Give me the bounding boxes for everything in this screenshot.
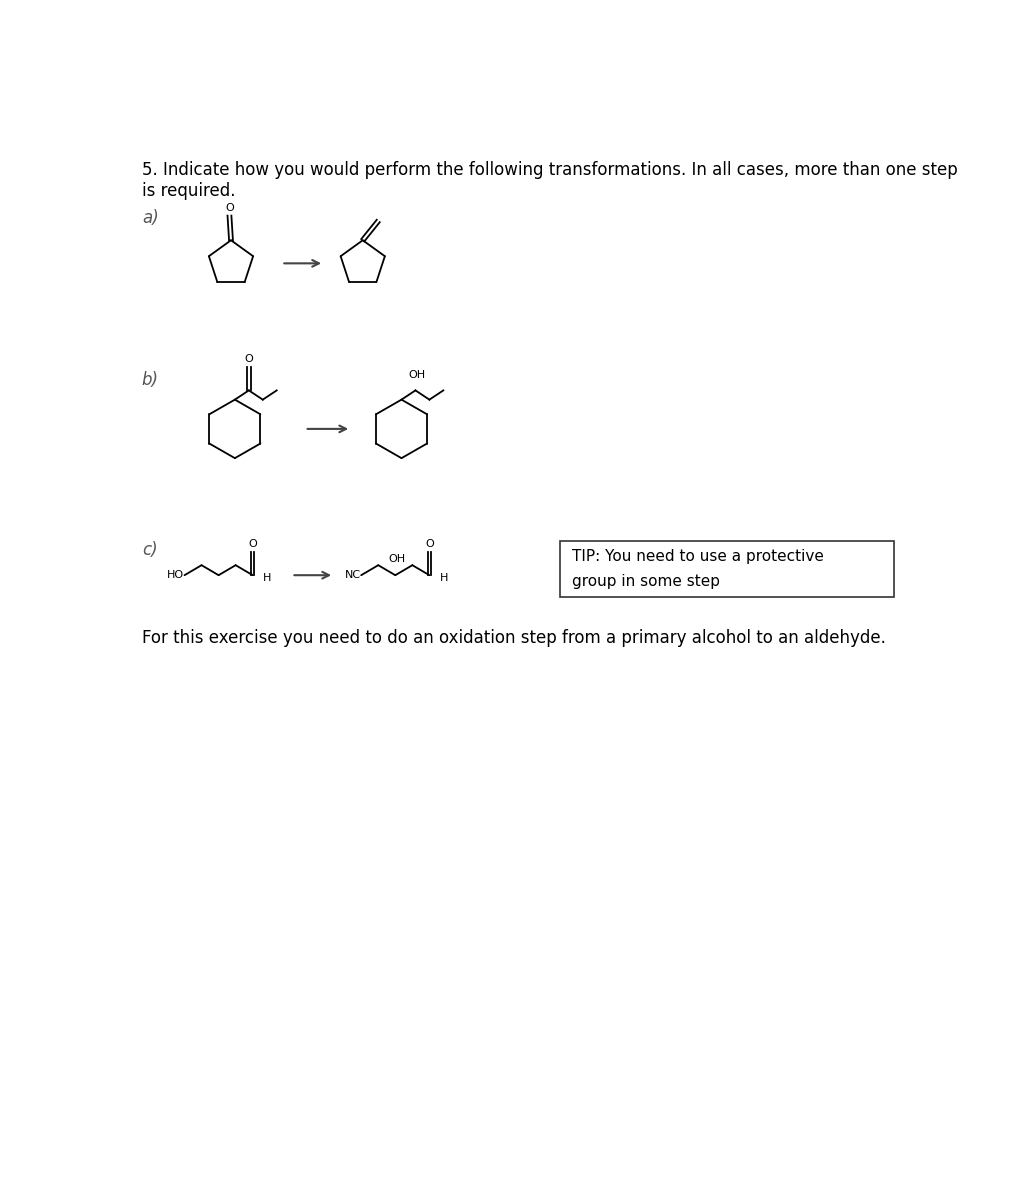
Text: For this exercise you need to do an oxidation step from a primary alcohol to an : For this exercise you need to do an oxid… bbox=[142, 629, 886, 647]
Text: is required.: is required. bbox=[142, 182, 236, 200]
Text: O: O bbox=[425, 539, 434, 550]
Text: c): c) bbox=[142, 540, 158, 558]
Text: group in some step: group in some step bbox=[572, 574, 720, 589]
Text: OH: OH bbox=[388, 553, 405, 564]
Text: O: O bbox=[225, 203, 234, 212]
Bar bbox=[560, 541, 894, 596]
Text: O: O bbox=[245, 354, 253, 365]
Text: O: O bbox=[249, 539, 257, 550]
Text: TIP: You need to use a protective: TIP: You need to use a protective bbox=[572, 550, 824, 564]
Text: H: H bbox=[440, 574, 448, 583]
Text: H: H bbox=[263, 574, 271, 583]
Text: OH: OH bbox=[408, 371, 426, 380]
Text: a): a) bbox=[142, 210, 159, 228]
Text: 5. Indicate how you would perform the following transformations. In all cases, m: 5. Indicate how you would perform the fo… bbox=[142, 161, 957, 179]
Text: b): b) bbox=[142, 371, 159, 389]
Text: NC: NC bbox=[345, 570, 361, 581]
Text: HO: HO bbox=[168, 570, 184, 581]
